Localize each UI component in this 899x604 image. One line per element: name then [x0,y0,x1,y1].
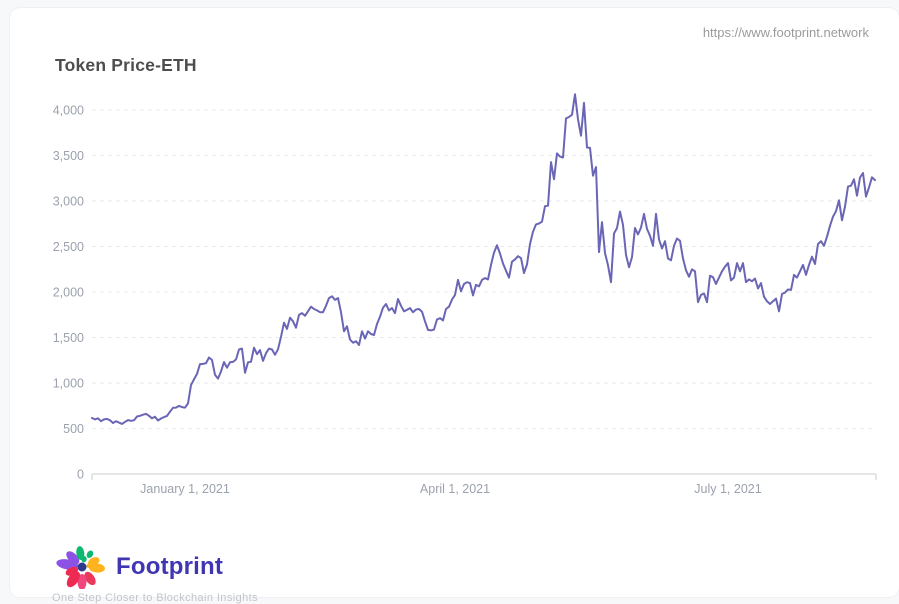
price-line-chart: 0 500 1,000 1,500 2,000 2,500 3,000 3,500 4,000 J… [53,93,877,496]
y-axis-tick-label: 3,500 [53,149,84,163]
y-axis-tick-label: 4,000 [53,104,84,118]
logo-petal [88,563,105,573]
chart-title: Token Price-ETH [55,55,197,75]
logo-petal [65,566,79,576]
eth-price-line-series [91,93,876,425]
logo-petal [86,563,92,568]
logo-petal [84,571,96,586]
footprint-flower-logo-icon [56,546,105,589]
logo-petal [76,546,85,561]
logo-petal [66,551,80,565]
brand-tagline: One Step Closer to Blockchain Insights [52,592,258,604]
logo-petal [81,556,87,563]
logo-petal [77,574,87,589]
y-axis-tick-label: 1,000 [53,377,84,391]
y-axis-tick-label: 2,500 [53,240,84,254]
y-axis-tick-label: 1,500 [53,331,84,345]
logo-petal [86,550,94,559]
y-axis-tick-label: 2,000 [53,286,84,300]
y-axis-tick-label: 3,000 [53,195,84,209]
chart-card: https://www.footprint.network Token Pric… [10,8,899,604]
y-axis-tick-label: 500 [63,422,84,436]
x-axis-tick-label: July 1, 2021 [694,482,761,496]
footer-branding: Footprint One Step Closer to Blockchain … [50,545,258,604]
logo-center-dot [77,562,87,572]
logo-petal [66,571,80,588]
source-url: https://www.footprint.network [702,25,869,40]
brand-row: Footprint [50,545,258,589]
x-axis-tick-label: April 1, 2021 [420,482,490,496]
y-axis-tick-label: 0 [77,468,84,482]
brand-name: Footprint [116,553,224,580]
x-axis-tick-label: January 1, 2021 [140,482,230,496]
